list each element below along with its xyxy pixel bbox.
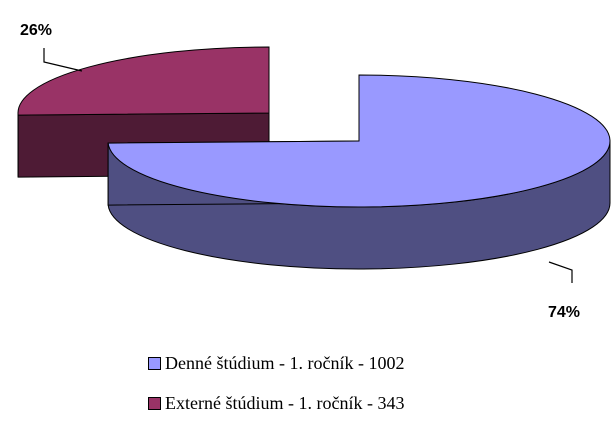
slice-label-externe: 26% (20, 22, 52, 39)
slice-top-externe (18, 47, 269, 115)
legend: Denné štúdium - 1. ročník - 1002 Externé… (148, 343, 404, 423)
legend-label-externe: Externé štúdium - 1. ročník - 343 (165, 393, 404, 414)
legend-label-denne: Denné štúdium - 1. ročník - 1002 (165, 353, 404, 374)
legend-item-externe: Externé štúdium - 1. ročník - 343 (148, 383, 404, 423)
leader-line-denne (549, 262, 572, 283)
leader-line-externe (44, 48, 82, 71)
slice-label-denne: 74% (548, 304, 580, 321)
legend-item-denne: Denné štúdium - 1. ročník - 1002 (148, 343, 404, 383)
legend-swatch-externe (148, 397, 161, 410)
pie-chart: 74% 26% (0, 0, 614, 340)
legend-swatch-denne (148, 357, 161, 370)
